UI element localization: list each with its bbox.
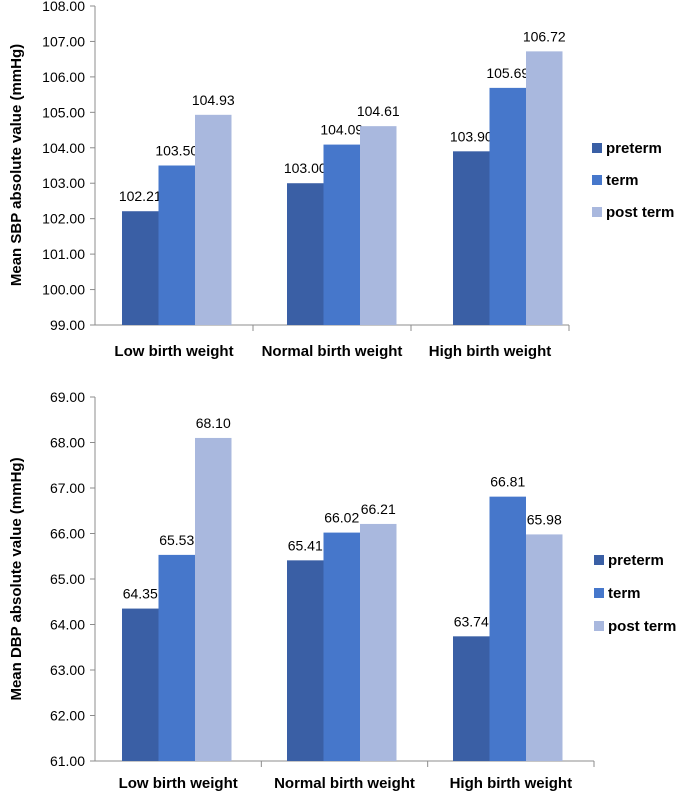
sbp-data-label: 102.21 <box>119 188 162 204</box>
dbp-bar-term <box>323 532 360 761</box>
dbp-y-tick-label: 63.00 <box>50 662 85 678</box>
sbp-chart: 99.00 100.00 101.00 102.00 103.00 104.00 105.0… <box>8 0 674 360</box>
dbp-bar-post-term <box>360 523 397 761</box>
sbp-y-tick-label: 105.00 <box>42 104 85 120</box>
dbp-category-label: Low birth weight <box>119 775 238 792</box>
dbp-legend-swatch <box>594 588 604 598</box>
dbp-y-tick-label: 65.00 <box>50 571 85 587</box>
dbp-y-tick-label: 66.00 <box>50 526 85 542</box>
dbp-bar-post-term <box>526 534 563 761</box>
dbp-category-label: High birth weight <box>450 775 572 792</box>
sbp-data-label: 103.50 <box>155 143 198 159</box>
dbp-category-label: Normal birth weight <box>274 775 415 792</box>
dbp-bar-term <box>489 496 526 761</box>
sbp-y-tick-label: 100.00 <box>42 282 85 298</box>
dbp-data-label: 63.74 <box>454 613 489 629</box>
sbp-category-label: Low birth weight <box>114 343 233 360</box>
sbp-data-label: 104.93 <box>192 92 235 108</box>
dbp-data-label: 66.81 <box>490 474 525 490</box>
sbp-bar-preterm <box>287 183 324 325</box>
sbp-legend-swatch <box>592 207 602 217</box>
sbp-y-tick-label: 103.00 <box>42 175 85 191</box>
dbp-chart: 61.00 62.00 63.00 64.00 65.00 66.00 67.00 68.00… <box>8 389 676 792</box>
sbp-legend-label: preterm <box>606 140 662 157</box>
sbp-y-tick-label: 106.00 <box>42 69 85 85</box>
sbp-bar-term <box>158 165 195 325</box>
sbp-legend-label: term <box>606 172 639 189</box>
sbp-data-label: 106.72 <box>523 28 566 44</box>
sbp-category-label: Normal birth weight <box>262 343 403 360</box>
dbp-data-label: 65.41 <box>288 537 323 553</box>
dbp-bar-preterm <box>453 636 490 761</box>
dbp-y-axis-title: Mean DBP absolute value (mmHg) <box>8 457 25 700</box>
sbp-bar-term <box>489 87 526 325</box>
sbp-legend-swatch <box>592 143 602 153</box>
sbp-legend-swatch <box>592 175 602 185</box>
dbp-y-tick-label: 67.00 <box>50 480 85 496</box>
sbp-y-tick-label: 107.00 <box>42 33 85 49</box>
sbp-y-tick-label: 101.00 <box>42 246 85 262</box>
dbp-legend-label: preterm <box>608 552 664 569</box>
dbp-y-tick-label: 64.00 <box>50 617 85 633</box>
dbp-y-tick-label: 61.00 <box>50 753 85 769</box>
dbp-y-tick-label: 68.00 <box>50 435 85 451</box>
dbp-legend-swatch <box>594 555 604 565</box>
dbp-data-label: 65.53 <box>159 532 194 548</box>
dbp-legend-swatch <box>594 621 604 631</box>
dbp-data-label: 68.10 <box>196 415 231 431</box>
sbp-bar-post-term <box>360 126 397 325</box>
dbp-data-label: 66.02 <box>324 510 359 526</box>
dbp-bar-preterm <box>122 608 159 761</box>
sbp-bar-preterm <box>453 151 490 325</box>
dbp-y-tick-label: 69.00 <box>50 389 85 405</box>
dbp-data-label: 65.98 <box>527 511 562 527</box>
sbp-y-axis-title: Mean SBP absolute value (mmHg) <box>8 44 25 286</box>
dbp-bar-post-term <box>195 437 232 761</box>
sbp-data-label: 103.90 <box>450 128 493 144</box>
sbp-category-label: High birth weight <box>429 343 551 360</box>
dbp-legend-label: term <box>608 585 641 602</box>
dbp-bar-term <box>158 554 195 761</box>
sbp-data-label: 103.00 <box>284 160 327 176</box>
dbp-data-label: 64.35 <box>123 586 158 602</box>
dbp-bar-preterm <box>287 560 324 761</box>
sbp-y-tick-label: 104.00 <box>42 140 85 156</box>
sbp-bar-term <box>323 144 360 325</box>
sbp-y-tick-label: 99.00 <box>50 317 85 333</box>
dbp-data-label: 66.21 <box>361 501 396 517</box>
sbp-y-tick-label: 108.00 <box>42 0 85 14</box>
sbp-bar-post-term <box>195 114 232 325</box>
sbp-data-label: 105.69 <box>486 65 529 81</box>
sbp-data-label: 104.09 <box>320 122 363 138</box>
dbp-legend-label: post term <box>608 618 676 635</box>
sbp-y-tick-label: 102.00 <box>42 211 85 227</box>
sbp-bar-preterm <box>122 211 159 325</box>
sbp-bar-post-term <box>526 51 563 325</box>
sbp-legend-label: post term <box>606 204 674 221</box>
sbp-data-label: 104.61 <box>357 103 400 119</box>
dbp-y-tick-label: 62.00 <box>50 708 85 724</box>
